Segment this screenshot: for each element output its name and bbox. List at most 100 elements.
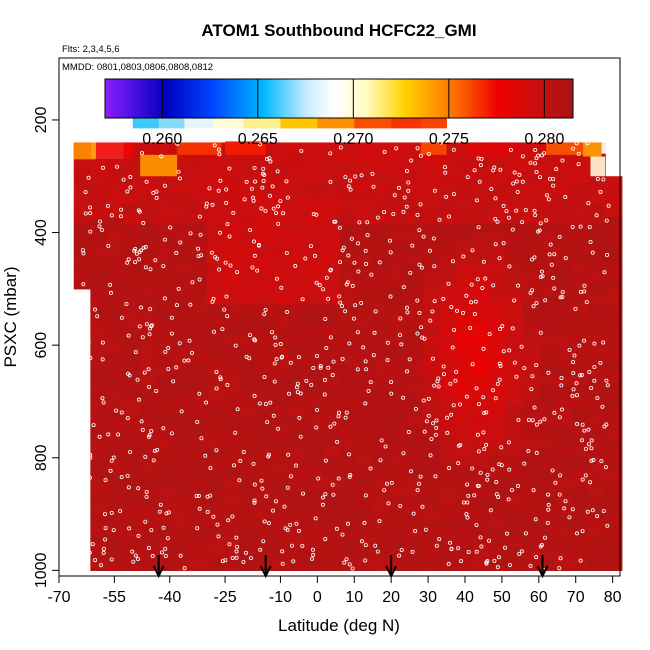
heatmap-cell — [439, 517, 457, 529]
heatmap-cell — [538, 304, 557, 316]
heatmap-cell — [389, 557, 407, 569]
heatmap-cell — [601, 136, 609, 154]
heatmap-cell — [306, 142, 324, 154]
heatmap-cell — [405, 284, 424, 296]
heatmap-cell — [239, 243, 258, 255]
sample-marker — [432, 299, 437, 304]
sample-marker — [310, 547, 315, 552]
sample-marker — [422, 336, 427, 341]
heatmap-cell — [156, 213, 175, 225]
sample-marker — [347, 474, 352, 479]
sample-marker — [506, 440, 511, 445]
sample-marker — [507, 348, 512, 353]
heatmap-cell — [422, 355, 440, 367]
heatmap-cell — [339, 426, 357, 437]
heatmap-cell — [223, 456, 241, 468]
sample-marker — [465, 515, 470, 520]
sample-marker — [244, 179, 249, 184]
heatmap-cell — [522, 213, 540, 225]
sample-marker — [474, 523, 479, 528]
sample-marker — [457, 402, 462, 407]
heatmap-cell — [372, 335, 390, 346]
heatmap-cell — [223, 446, 241, 458]
heatmap-cell — [173, 324, 191, 336]
heatmap-cell — [605, 237, 623, 248]
heatmap-cell — [173, 274, 191, 285]
sample-marker — [91, 423, 96, 428]
sample-marker — [137, 397, 142, 402]
heatmap-cell — [555, 547, 573, 559]
heatmap-cell — [190, 527, 208, 539]
sample-marker — [87, 550, 92, 555]
heatmap-cell — [123, 213, 141, 225]
sample-marker — [504, 209, 509, 214]
heatmap-cell — [588, 213, 606, 225]
heatmap-cell — [173, 497, 191, 508]
heatmap-cell — [505, 304, 523, 316]
heatmap-cell — [289, 253, 307, 265]
sample-marker — [517, 551, 522, 556]
heatmap-cell — [472, 193, 490, 204]
heatmap-cell — [223, 416, 241, 427]
heatmap-cell — [488, 345, 507, 356]
heatmap-cell — [439, 405, 457, 417]
heatmap-cell — [223, 182, 241, 194]
sample-marker — [237, 478, 242, 483]
heatmap-cell — [439, 264, 457, 275]
sample-marker — [516, 283, 521, 288]
sample-marker — [235, 407, 240, 412]
heatmap-cell — [173, 264, 191, 275]
heatmap-cell — [455, 375, 473, 387]
heatmap-cell — [405, 294, 424, 306]
sample-marker — [389, 480, 394, 485]
sample-marker — [216, 534, 221, 539]
heatmap-cell — [555, 557, 573, 569]
heatmap-cell — [356, 517, 374, 529]
heatmap-cell — [206, 507, 224, 519]
sample-marker — [140, 335, 145, 340]
heatmap-cell — [173, 365, 191, 377]
heatmap-cell — [223, 243, 241, 255]
heatmap-cell — [572, 264, 590, 275]
heatmap-cell — [422, 365, 440, 377]
sample-marker — [340, 532, 345, 537]
heatmap-cell — [273, 537, 291, 549]
heatmap-cell — [422, 537, 440, 549]
heatmap-cell — [538, 284, 557, 296]
heatmap-cell — [190, 193, 208, 204]
heatmap-cell — [455, 284, 473, 296]
heatmap-cell — [190, 537, 208, 549]
heatmap-cell — [439, 395, 457, 407]
heatmap-cell — [90, 441, 108, 453]
heatmap-cell — [555, 324, 573, 336]
heatmap-cell — [422, 203, 440, 214]
heatmap-cell — [106, 472, 125, 484]
heatmap-cell — [322, 182, 341, 194]
sample-marker — [511, 181, 516, 186]
sample-marker — [581, 338, 586, 343]
sample-marker — [350, 566, 355, 571]
heatmap-cell — [190, 557, 208, 569]
sample-marker — [93, 558, 98, 563]
heatmap-cell — [306, 365, 324, 377]
heatmap-cell — [173, 568, 191, 571]
sample-marker — [514, 208, 519, 213]
heatmap-cell — [455, 557, 473, 569]
sample-marker — [149, 429, 154, 434]
sample-marker — [364, 367, 369, 372]
heatmap-cell — [73, 203, 91, 214]
sample-marker — [295, 381, 300, 386]
heatmap-cell — [488, 507, 507, 519]
sample-marker — [323, 537, 328, 542]
heatmap-cell — [73, 162, 91, 174]
heatmap-cell — [322, 436, 341, 448]
sample-marker — [195, 419, 200, 424]
heatmap-cell — [372, 385, 390, 397]
heatmap-cell — [273, 162, 291, 174]
heatmap-cell — [256, 446, 274, 458]
sample-marker — [176, 169, 181, 174]
sample-marker — [274, 357, 279, 362]
sample-marker — [97, 224, 102, 229]
heatmap-cell — [306, 487, 324, 498]
sample-marker — [210, 202, 215, 207]
